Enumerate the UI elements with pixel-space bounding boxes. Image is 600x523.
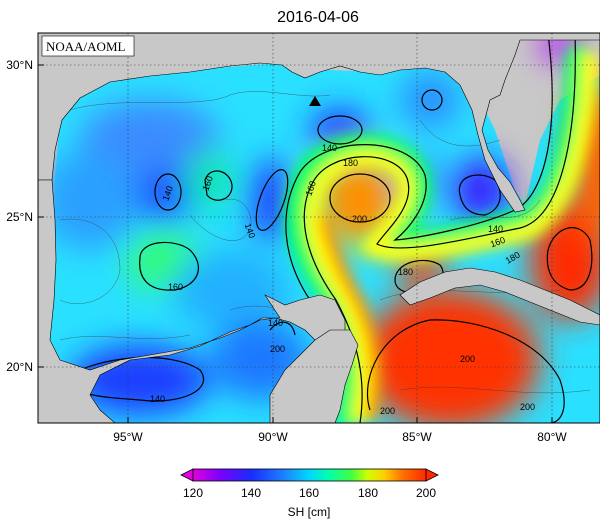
colorbar-bar	[192, 468, 427, 482]
colorbar-title: SH [cm]	[288, 505, 331, 519]
contour-label: 140	[488, 224, 503, 234]
map-title: 2016-04-06	[277, 9, 359, 26]
lat-tick-label: 30°N	[6, 58, 33, 72]
contour-label: 200	[270, 344, 285, 354]
us-coast	[38, 33, 600, 213]
contour-label: 180	[398, 267, 413, 277]
station-marker	[309, 96, 321, 106]
contour-label: 160	[303, 180, 318, 198]
contour-label: 200	[460, 354, 475, 364]
lat-tick-label: 25°N	[6, 210, 33, 224]
colorbar-high-arrow	[425, 468, 439, 482]
land-masses	[38, 33, 600, 423]
contour-label: 200	[380, 406, 395, 416]
tick-marks	[38, 64, 553, 423]
lon-tick-label: 80°W	[537, 430, 567, 444]
contour-label: 200	[520, 402, 535, 412]
colorbar: 120 140 160 180 200 SH [cm]	[180, 468, 439, 519]
contour-label: 200	[352, 214, 367, 224]
sea-height-field	[38, 33, 600, 423]
contour-label: 160	[489, 235, 507, 250]
lon-tick-label: 90°W	[258, 430, 288, 444]
contour-label: 160	[168, 282, 183, 292]
contour-label: 160	[200, 175, 215, 193]
colorbar-low-arrow	[180, 468, 194, 482]
lat-tick-label: 20°N	[6, 360, 33, 374]
contour-label: 140	[243, 222, 258, 240]
plot-frame	[37, 32, 600, 424]
colorbar-tick: 180	[358, 486, 378, 500]
contour-label: 140	[322, 143, 337, 153]
contour-label: 140	[160, 185, 175, 203]
lon-tick-label: 85°W	[402, 430, 432, 444]
colorbar-tick: 200	[416, 486, 436, 500]
credit-box	[41, 35, 135, 57]
credit-text: NOAA/AOML	[46, 39, 126, 54]
lon-tick-label: 95°W	[113, 430, 143, 444]
graticule	[38, 33, 600, 423]
cuba	[399, 267, 600, 326]
colorbar-tick: 160	[299, 486, 319, 500]
yucatan	[269, 329, 359, 423]
contour-label: 140	[268, 318, 283, 328]
contour-label: 180	[343, 158, 358, 168]
contour-labels: 140 160 140 140 160 180 200 160 180 140 …	[150, 143, 535, 416]
colorbar-tick: 120	[183, 486, 203, 500]
contour-label: 140	[150, 394, 165, 404]
colorbar-tick: 140	[241, 486, 261, 500]
plot-area: 140 160 140 140 160 180 200 160 180 140 …	[38, 33, 600, 423]
